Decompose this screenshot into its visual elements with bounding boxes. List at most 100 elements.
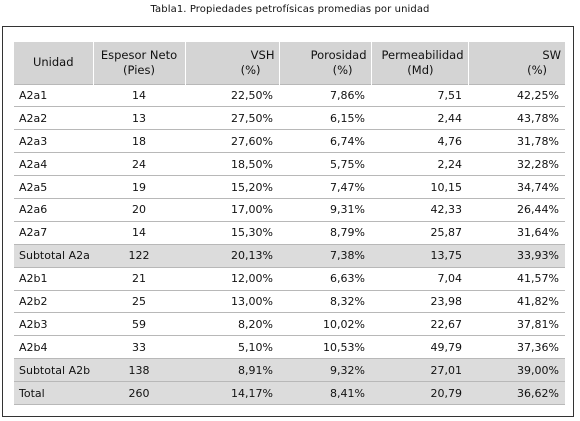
table-row: A2a2 13 27,50% 6,15% 2,44 43,78% (14, 106, 565, 130)
cell-espesor: 14 (93, 220, 185, 245)
cell-porosidad: 9,31% (279, 197, 371, 222)
cell-porosidad: 6,63% (279, 266, 371, 291)
cell-espesor: 14 (93, 83, 185, 107)
cell-vsh: 22,50% (185, 83, 279, 107)
cell-unidad: A2b4 (14, 335, 93, 359)
cell-permeabilidad: 23,98 (371, 289, 468, 313)
cell-sw: 37,81% (468, 312, 565, 336)
cell-sw: 26,44% (468, 197, 565, 222)
table-row: A2a3 18 27,60% 6,74% 4,76 31,78% (14, 129, 565, 153)
cell-espesor: 122 (93, 243, 185, 268)
cell-porosidad: 10,02% (279, 312, 371, 336)
cell-permeabilidad: 4,76 (371, 129, 468, 153)
cell-permeabilidad: 2,44 (371, 106, 468, 130)
cell-unidad: Subtotal A2b (14, 358, 93, 382)
cell-espesor: 13 (93, 106, 185, 130)
cell-porosidad: 10,53% (279, 335, 371, 359)
cell-porosidad: 9,32% (279, 358, 371, 382)
cell-unidad: A2a4 (14, 152, 93, 176)
cell-permeabilidad: 7,04 (371, 266, 468, 291)
cell-espesor: 24 (93, 152, 185, 176)
header-porosidad: Porosidad (%) (279, 42, 372, 84)
cell-unidad: A2b2 (14, 289, 93, 313)
cell-sw: 42,25% (468, 83, 565, 107)
cell-vsh: 17,00% (185, 197, 279, 222)
table-row: A2a5 19 15,20% 7,47% 10,15 34,74% (14, 175, 565, 199)
table-caption: Tabla1. Propiedades petrofísicas promedi… (150, 4, 430, 15)
header-unidad: Unidad (14, 42, 94, 84)
cell-permeabilidad: 25,87 (371, 220, 468, 245)
cell-unidad: Total (14, 381, 93, 405)
cell-sw: 36,62% (468, 381, 565, 405)
cell-permeabilidad: 7,51 (371, 83, 468, 107)
cell-sw: 31,64% (468, 220, 565, 245)
table-row: Subtotal A2a 122 20,13% 7,38% 13,75 33,93% (14, 243, 565, 268)
cell-unidad: A2a5 (14, 175, 93, 199)
cell-unidad: A2a6 (14, 197, 93, 222)
cell-unidad: Subtotal A2a (14, 243, 93, 268)
cell-sw: 37,36% (468, 335, 565, 359)
cell-porosidad: 6,15% (279, 106, 371, 130)
table-row: Total 260 14,17% 8,41% 20,79 36,62% (14, 381, 565, 405)
cell-vsh: 8,91% (185, 358, 279, 382)
cell-vsh: 27,50% (185, 106, 279, 130)
cell-espesor: 138 (93, 358, 185, 382)
table-row: A2b1 21 12,00% 6,63% 7,04 41,57% (14, 266, 565, 291)
cell-sw: 41,82% (468, 289, 565, 313)
cell-espesor: 59 (93, 312, 185, 336)
cell-permeabilidad: 20,79 (371, 381, 468, 405)
cell-unidad: A2a2 (14, 106, 93, 130)
cell-espesor: 20 (93, 197, 185, 222)
cell-vsh: 15,20% (185, 175, 279, 199)
table-row: A2a1 14 22,50% 7,86% 7,51 42,25% (14, 83, 565, 107)
header-espesor: Espesor Neto (Pies) (93, 42, 186, 84)
properties-table: Unidad Espesor Neto (Pies) VSH (%) Poros… (14, 42, 565, 405)
cell-sw: 32,28% (468, 152, 565, 176)
cell-espesor: 33 (93, 335, 185, 359)
table-row: Subtotal A2b 138 8,91% 9,32% 27,01 39,00% (14, 358, 565, 382)
cell-sw: 41,57% (468, 266, 565, 291)
cell-permeabilidad: 13,75 (371, 243, 468, 268)
cell-espesor: 21 (93, 266, 185, 291)
cell-sw: 39,00% (468, 358, 565, 382)
cell-vsh: 13,00% (185, 289, 279, 313)
cell-unidad: A2a1 (14, 83, 93, 107)
cell-permeabilidad: 10,15 (371, 175, 468, 199)
cell-unidad: A2a7 (14, 220, 93, 245)
cell-vsh: 12,00% (185, 266, 279, 291)
cell-porosidad: 7,47% (279, 175, 371, 199)
cell-permeabilidad: 42,33 (371, 197, 468, 222)
cell-permeabilidad: 2,24 (371, 152, 468, 176)
cell-vsh: 8,20% (185, 312, 279, 336)
cell-permeabilidad: 27,01 (371, 358, 468, 382)
cell-porosidad: 8,41% (279, 381, 371, 405)
table-row: A2b3 59 8,20% 10,02% 22,67 37,81% (14, 312, 565, 336)
cell-sw: 33,93% (468, 243, 565, 268)
cell-sw: 31,78% (468, 129, 565, 153)
cell-espesor: 260 (93, 381, 185, 405)
header-row: Unidad Espesor Neto (Pies) VSH (%) Poros… (14, 42, 565, 84)
cell-permeabilidad: 49,79 (371, 335, 468, 359)
cell-permeabilidad: 22,67 (371, 312, 468, 336)
cell-vsh: 20,13% (185, 243, 279, 268)
header-sw: SW (%) (468, 42, 565, 84)
cell-sw: 43,78% (468, 106, 565, 130)
table-row: A2a4 24 18,50% 5,75% 2,24 32,28% (14, 152, 565, 176)
header-vsh: VSH (%) (185, 42, 280, 84)
cell-porosidad: 8,79% (279, 220, 371, 245)
cell-unidad: A2b3 (14, 312, 93, 336)
cell-porosidad: 5,75% (279, 152, 371, 176)
table-row: A2b4 33 5,10% 10,53% 49,79 37,36% (14, 335, 565, 359)
cell-porosidad: 7,86% (279, 83, 371, 107)
cell-vsh: 27,60% (185, 129, 279, 153)
table-row: A2b2 25 13,00% 8,32% 23,98 41,82% (14, 289, 565, 313)
cell-espesor: 19 (93, 175, 185, 199)
header-permeabilidad: Permeabilidad (Md) (371, 42, 469, 84)
cell-unidad: A2b1 (14, 266, 93, 291)
table-row: A2a7 14 15,30% 8,79% 25,87 31,64% (14, 220, 565, 245)
cell-sw: 34,74% (468, 175, 565, 199)
cell-vsh: 18,50% (185, 152, 279, 176)
cell-porosidad: 6,74% (279, 129, 371, 153)
cell-vsh: 15,30% (185, 220, 279, 245)
cell-espesor: 25 (93, 289, 185, 313)
